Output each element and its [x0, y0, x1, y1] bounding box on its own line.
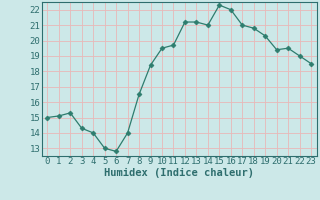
X-axis label: Humidex (Indice chaleur): Humidex (Indice chaleur)	[104, 168, 254, 178]
